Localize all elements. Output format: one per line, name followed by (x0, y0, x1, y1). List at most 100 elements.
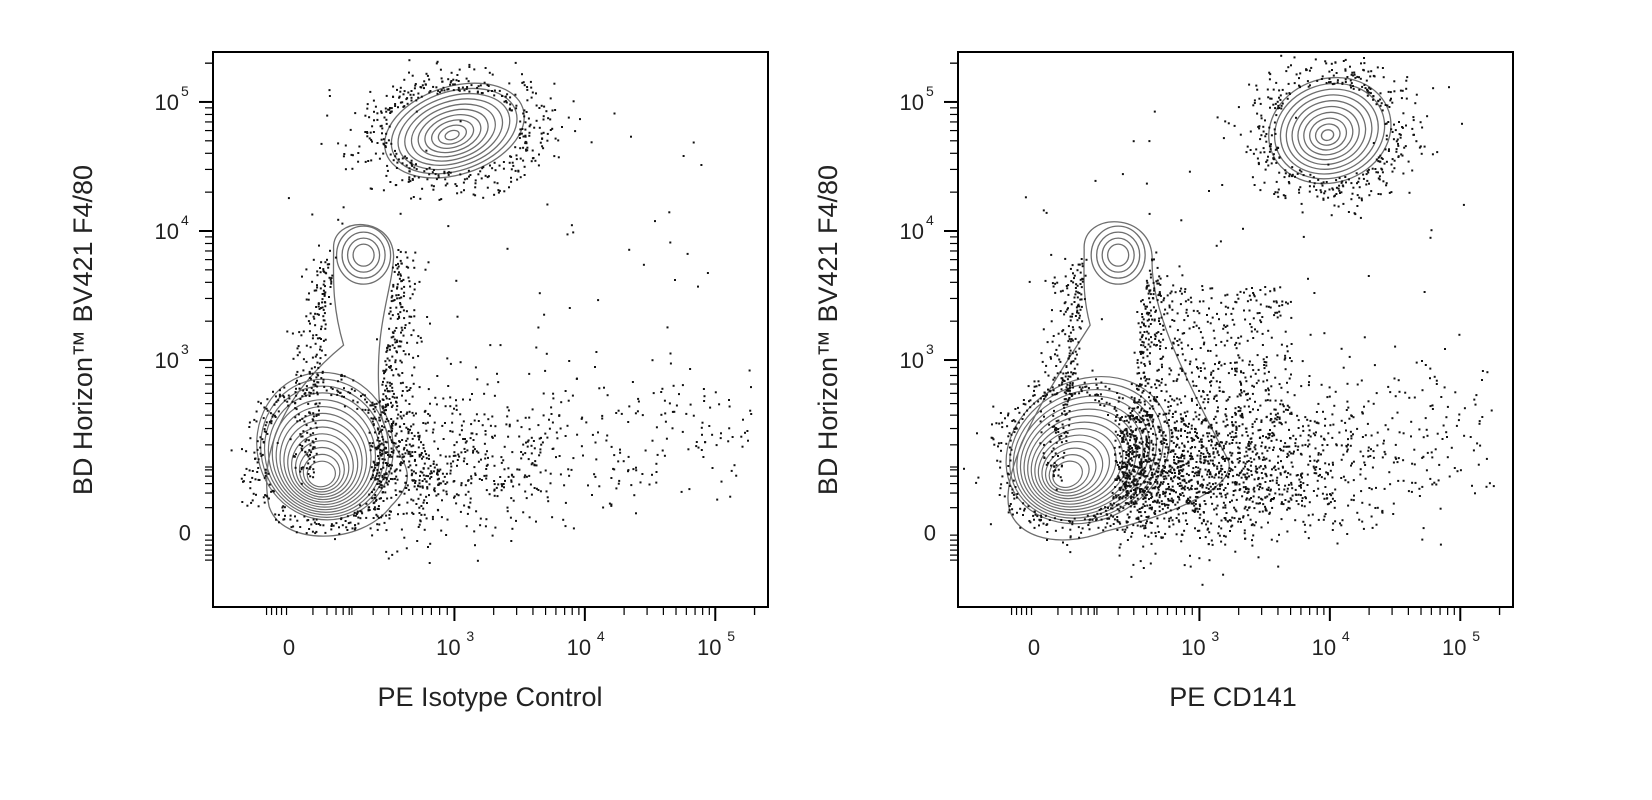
event-dot (1261, 452, 1264, 455)
event-dot (1207, 487, 1210, 490)
event-dot (1153, 258, 1155, 261)
event-dot (1142, 418, 1145, 421)
event-dot (1245, 380, 1248, 383)
event-dot (1158, 426, 1161, 429)
event-dot (403, 291, 406, 294)
event-dot (1284, 421, 1287, 424)
event-dot (395, 494, 398, 496)
event-dot (1225, 457, 1228, 460)
event-dot (1240, 382, 1242, 385)
event-dot (1160, 363, 1163, 366)
event-dot (1224, 305, 1227, 308)
y-tick-label-exponent: 5 (181, 83, 189, 99)
event-dot (1261, 344, 1264, 346)
event-dot (368, 509, 371, 511)
event-dot (399, 345, 402, 348)
event-dot (483, 392, 486, 395)
event-dot (1181, 347, 1184, 350)
event-dot (1141, 313, 1143, 316)
event-dot (376, 507, 379, 510)
event-dot (1246, 468, 1249, 471)
event-dot (400, 461, 403, 464)
event-dot (370, 417, 373, 420)
event-dot (1390, 128, 1393, 131)
event-dot (1370, 448, 1372, 451)
event-dot (437, 89, 440, 92)
event-dot (1076, 319, 1079, 322)
event-dot (708, 425, 711, 427)
event-dot (1241, 495, 1244, 498)
event-dot (1187, 474, 1190, 477)
event-dot (1151, 476, 1154, 479)
event-dot (1192, 326, 1195, 328)
event-dot (1389, 99, 1392, 102)
event-dot (378, 419, 381, 422)
event-dot (382, 478, 385, 481)
event-dot (395, 167, 398, 169)
event-dot (1252, 292, 1255, 294)
event-dot (402, 350, 405, 352)
event-dot (1278, 171, 1281, 174)
event-dot (1124, 438, 1127, 441)
event-dot (436, 468, 439, 471)
event-dot (1209, 459, 1212, 462)
event-dot (1228, 467, 1231, 470)
event-dot (265, 407, 268, 410)
event-dot (1178, 446, 1181, 449)
event-dot (308, 370, 311, 373)
event-dot (400, 326, 403, 329)
event-dot (1076, 311, 1078, 314)
event-dot (1193, 438, 1196, 441)
event-dot (1157, 282, 1160, 285)
event-dot (456, 74, 459, 76)
event-dot (1192, 501, 1195, 504)
event-dot (392, 392, 395, 395)
event-dot (1180, 460, 1182, 463)
event-dot (1163, 438, 1166, 441)
event-dot (1279, 473, 1282, 476)
event-dot (547, 117, 550, 120)
event-dot (385, 550, 388, 553)
event-dot (1402, 459, 1405, 462)
event-dot (1125, 474, 1128, 477)
event-dot (302, 358, 305, 361)
event-dot (1353, 494, 1355, 497)
event-dot (1062, 427, 1065, 430)
event-dot (1052, 285, 1055, 288)
event-dot (352, 379, 355, 382)
event-dot (307, 455, 310, 458)
event-dot (1245, 151, 1248, 154)
event-dot (324, 327, 327, 330)
event-dot (310, 367, 313, 370)
event-dot (407, 91, 410, 94)
event-dot (1187, 497, 1189, 500)
event-dot (1231, 318, 1234, 321)
event-dot (1262, 503, 1265, 506)
event-dot (1393, 167, 1396, 170)
event-dot (1146, 319, 1149, 322)
event-dot (307, 320, 310, 323)
event-dot (459, 413, 462, 416)
event-dot (1144, 524, 1147, 527)
event-dot (1284, 194, 1287, 197)
event-dot (1145, 287, 1148, 290)
event-dot (392, 335, 395, 338)
event-dot (241, 501, 244, 503)
event-dot (382, 411, 385, 414)
event-dot (1129, 510, 1132, 513)
event-dot (1077, 263, 1080, 266)
event-dot (477, 173, 480, 176)
event-dot (370, 187, 373, 190)
event-dot (1183, 444, 1186, 447)
event-dot (1212, 329, 1215, 332)
event-dot (300, 468, 303, 471)
event-dot (568, 474, 571, 477)
event-dot (394, 489, 397, 492)
event-dot (1276, 311, 1279, 314)
event-dot (1165, 503, 1168, 506)
event-dot (1190, 484, 1193, 487)
event-dot (382, 152, 385, 155)
event-dot (402, 448, 405, 451)
event-dot (1388, 191, 1391, 194)
